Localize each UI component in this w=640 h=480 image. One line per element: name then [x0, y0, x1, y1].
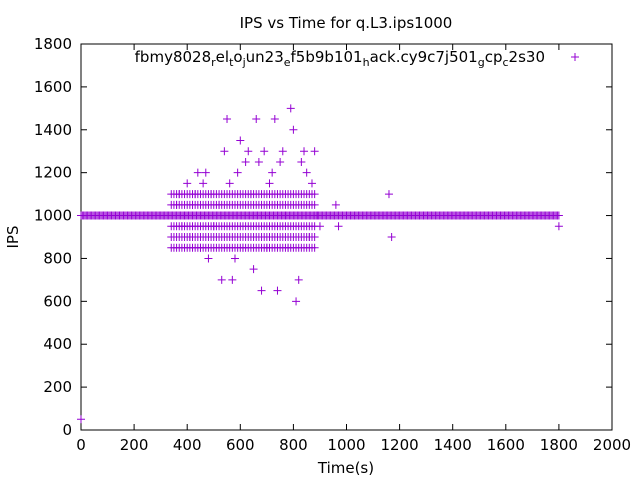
data-point [273, 286, 282, 295]
plot-frame [80, 43, 613, 431]
data-point [180, 211, 189, 220]
data-point [268, 168, 277, 177]
data-point [278, 147, 287, 156]
x-tick-label: 1600 [487, 436, 525, 454]
data-point [387, 233, 396, 241]
y-tick-label: 800 [43, 249, 72, 267]
y-axis-label: IPS [4, 226, 22, 249]
data-point [209, 222, 218, 231]
data-point [297, 157, 306, 166]
data-point [334, 222, 343, 231]
data-point [292, 297, 301, 306]
data-point [241, 157, 250, 166]
data-point [175, 190, 184, 199]
data-point [254, 157, 263, 166]
data-point [310, 200, 319, 209]
data-point [284, 243, 293, 252]
data-point [260, 147, 269, 156]
y-tick-label: 1000 [34, 207, 72, 225]
x-tick-label: 1200 [381, 436, 419, 454]
data-point [384, 190, 393, 199]
data-point [246, 190, 255, 199]
data-point [554, 211, 563, 220]
data-point [289, 125, 298, 134]
data-point [281, 211, 290, 220]
data-point [217, 275, 226, 284]
data-point [207, 190, 216, 199]
x-tick-label: 1400 [434, 436, 472, 454]
data-point [310, 243, 319, 252]
data-point [215, 200, 224, 209]
legend-series-label: fbmy8028reltojun23ef5b9b101hack.cy9c7j50… [135, 48, 545, 69]
data-point [249, 265, 258, 274]
data-point [188, 200, 197, 209]
x-tick-label: 600 [226, 436, 255, 454]
data-point [286, 104, 295, 113]
data-point [191, 190, 200, 199]
legend: fbmy8028reltojun23ef5b9b101hack.cy9c7j50… [135, 48, 579, 69]
data-point [201, 168, 210, 177]
data-point [199, 179, 208, 188]
data-point [252, 115, 261, 124]
x-axis-ticks: 0 200 400 600 800 1000 1200 1400 1600 1800 2000 [76, 44, 631, 454]
x-tick-label: 400 [173, 436, 202, 454]
data-point [183, 179, 192, 188]
y-axis-ticks: 0 200 400 600 800 1000 1200 1400 1600 1800 [34, 35, 612, 439]
data-point [233, 168, 242, 177]
data-point [310, 190, 319, 199]
y-tick-label: 1200 [34, 164, 72, 182]
data-point [177, 222, 186, 231]
data-point [265, 179, 274, 188]
x-tick-label: 2000 [593, 436, 631, 454]
data-point [262, 243, 271, 252]
data-point [257, 286, 266, 295]
x-tick-label: 1800 [540, 436, 578, 454]
data-point [228, 275, 237, 284]
y-tick-label: 0 [62, 421, 72, 439]
data-point [225, 179, 234, 188]
y-tick-label: 600 [43, 292, 72, 310]
data-point [300, 147, 309, 156]
data-point [193, 168, 202, 177]
data-point [305, 233, 314, 241]
y-tick-label: 1800 [34, 35, 72, 53]
x-axis-label: Time(s) [317, 459, 374, 477]
data-point [196, 243, 205, 252]
data-point [77, 415, 85, 424]
data-point [220, 147, 229, 156]
y-tick-label: 200 [43, 378, 72, 396]
legend-marker-plus [571, 53, 579, 61]
legend-series-marker [571, 53, 579, 61]
data-point [554, 222, 563, 231]
data-point [230, 254, 239, 263]
data-point [307, 179, 316, 188]
data-point [236, 136, 245, 145]
data-point [276, 157, 285, 166]
x-tick-label: 800 [279, 436, 308, 454]
data-point [223, 115, 232, 124]
data-point [238, 243, 247, 252]
x-tick-label: 0 [76, 436, 86, 454]
y-tick-label: 1400 [34, 121, 72, 139]
data-point [204, 254, 213, 263]
data-point [294, 275, 303, 284]
data-point [185, 233, 194, 241]
y-tick-label: 1600 [34, 78, 72, 96]
data-point [244, 147, 253, 156]
data-point [270, 115, 279, 124]
plot-area [77, 104, 563, 424]
data-point [313, 211, 322, 220]
y-tick-label: 400 [43, 335, 72, 353]
data-point [172, 200, 181, 209]
data-point [315, 222, 324, 231]
data-point [302, 168, 311, 177]
data-point [331, 200, 340, 209]
data-point [310, 147, 319, 156]
chart-title: IPS vs Time for q.L3.ips1000 [240, 14, 453, 32]
x-tick-label: 1000 [327, 436, 365, 454]
x-tick-label: 200 [120, 436, 149, 454]
